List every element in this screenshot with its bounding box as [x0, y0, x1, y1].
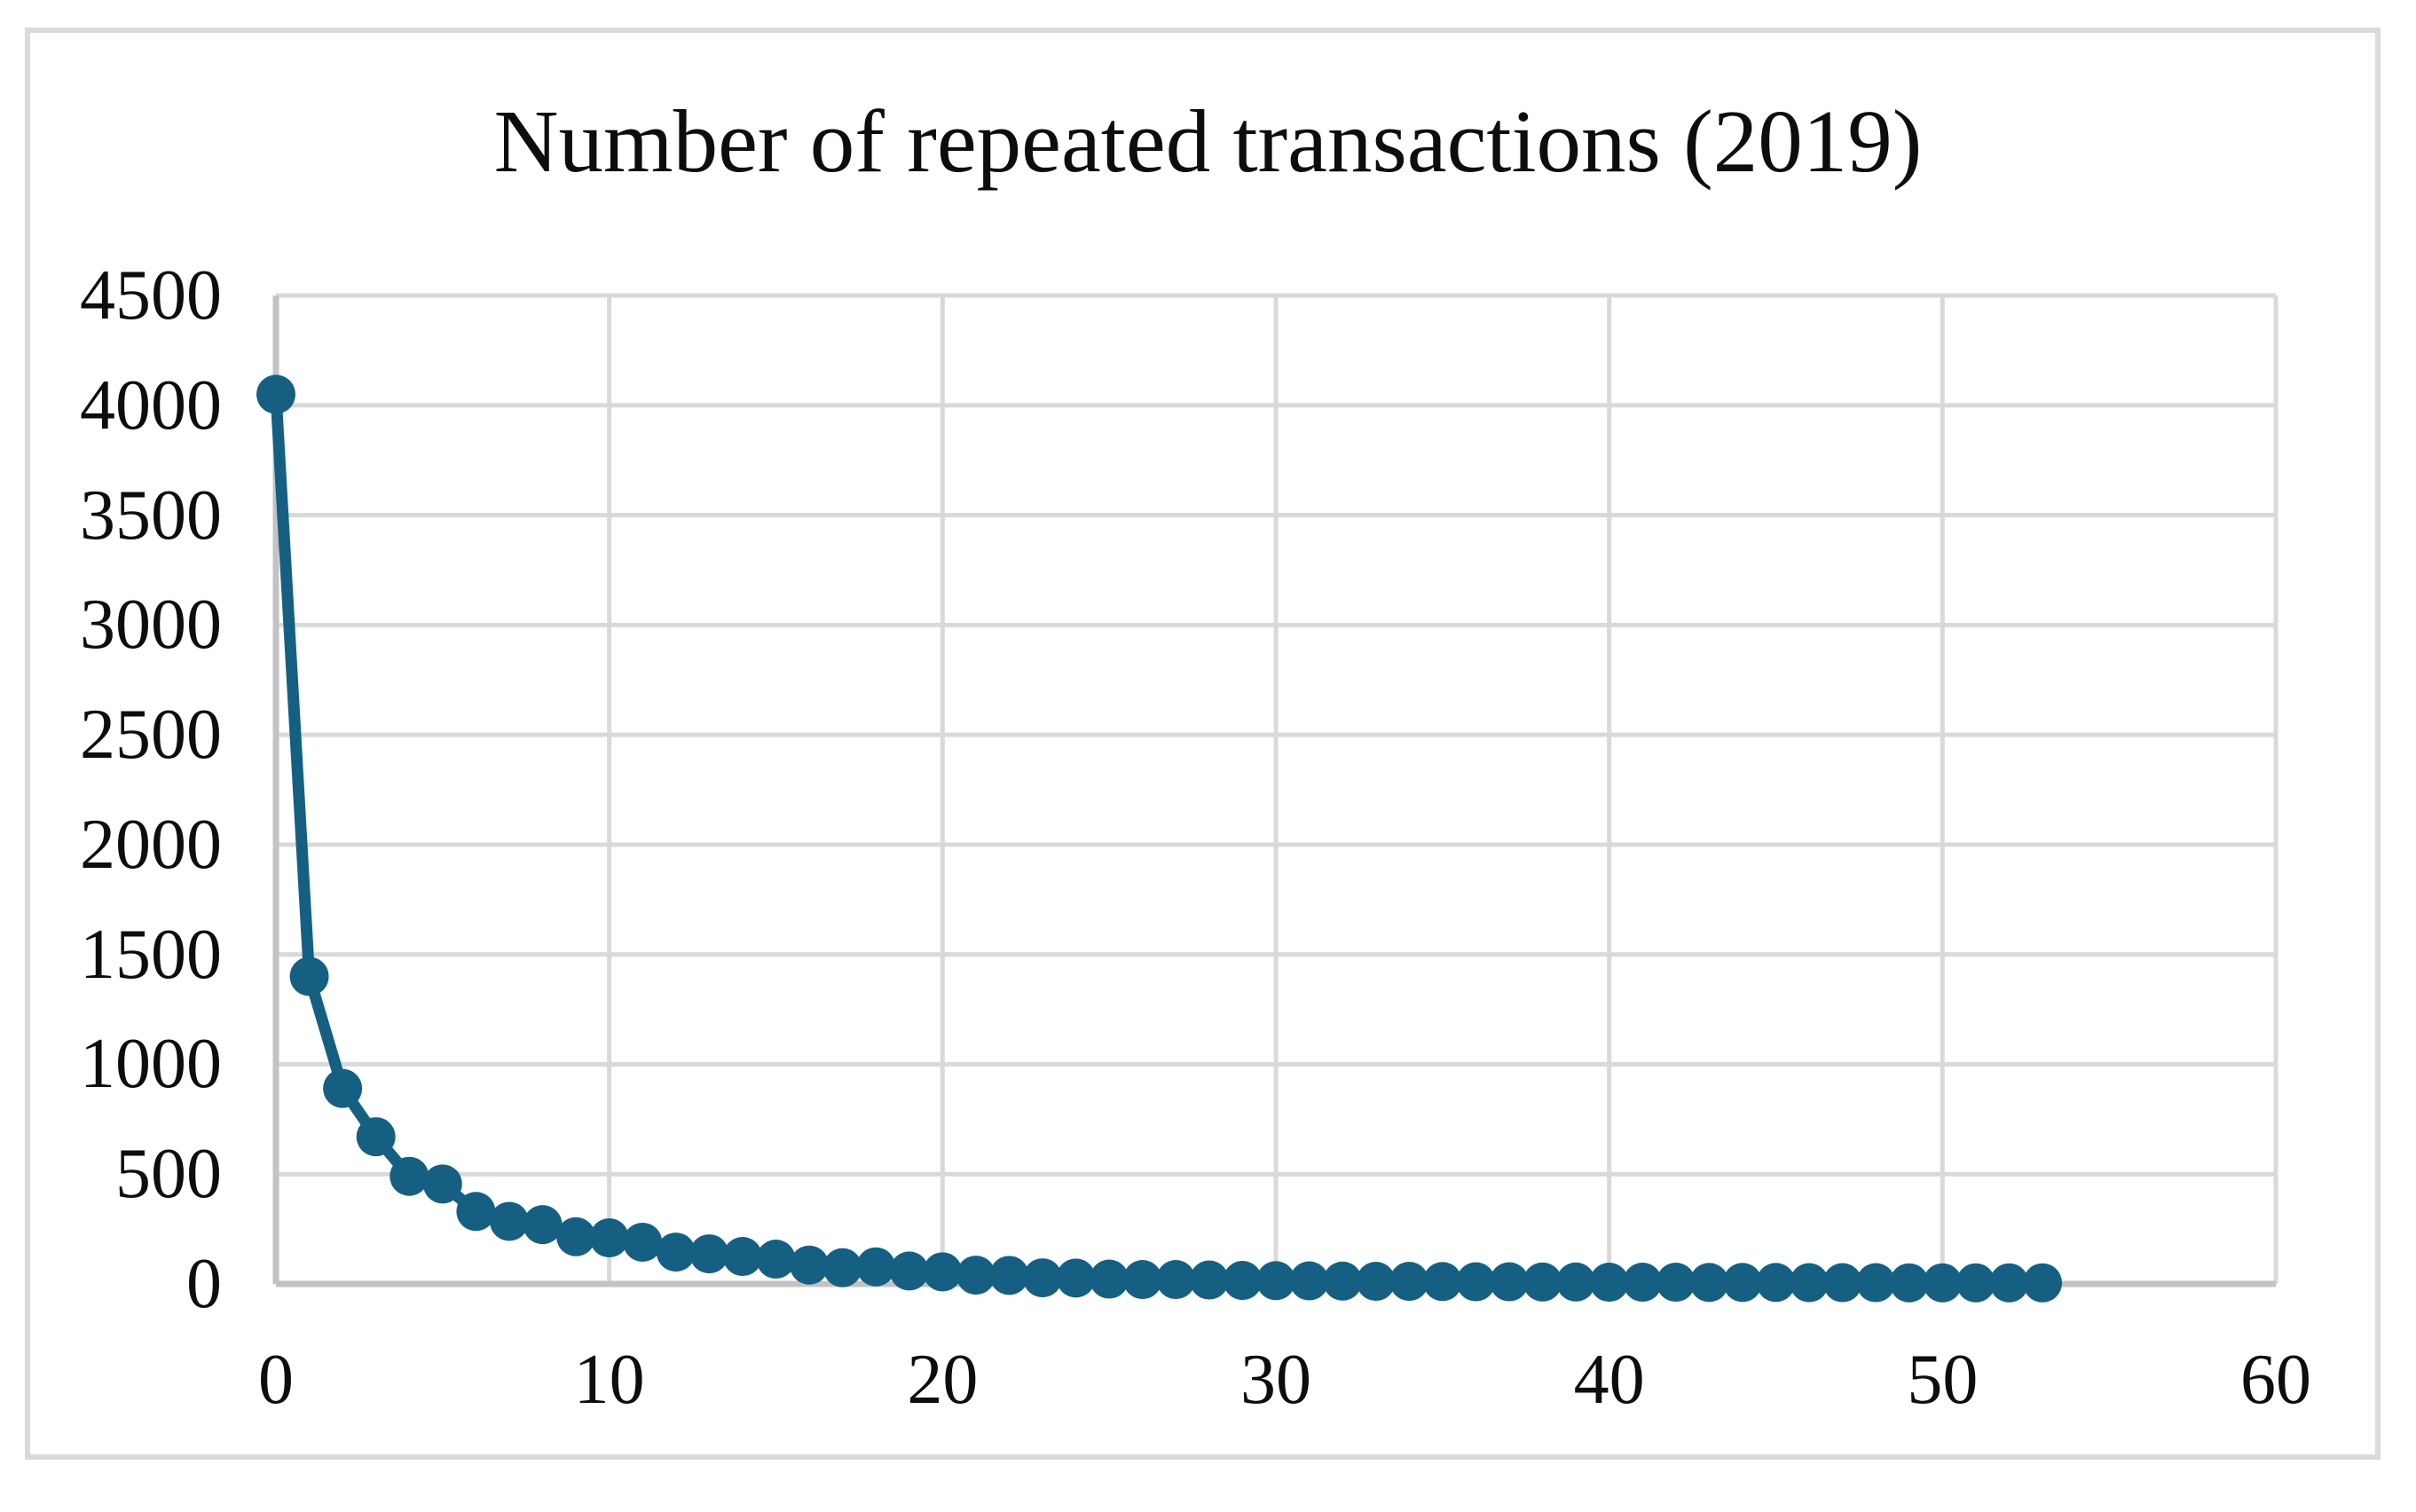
x-axis-tick-label: 0 [258, 1341, 294, 1419]
y-axis-tick-label: 3500 [80, 476, 222, 555]
data-point-marker [923, 1252, 963, 1292]
data-point-marker [989, 1256, 1029, 1295]
data-point-marker [1122, 1260, 1162, 1300]
data-point-marker [1456, 1262, 1496, 1302]
data-point-marker [356, 1117, 396, 1157]
data-point-marker [456, 1192, 496, 1232]
data-point-marker [1323, 1261, 1363, 1301]
data-point-marker [722, 1237, 762, 1277]
data-point-marker [589, 1218, 629, 1258]
data-series-line [270, 388, 2049, 1289]
data-point-marker [1056, 1258, 1096, 1298]
data-point-marker [1489, 1262, 1529, 1302]
data-point-marker [1856, 1263, 1896, 1303]
data-point-marker [1523, 1262, 1562, 1302]
x-axis-tick-label: 30 [1240, 1341, 1311, 1419]
data-point-marker [1090, 1259, 1129, 1299]
data-point-marker [1756, 1263, 1796, 1303]
data-point-marker [1623, 1263, 1663, 1303]
data-point-marker [1422, 1262, 1462, 1302]
data-point-marker [523, 1205, 563, 1245]
y-axis-tick-label: 500 [115, 1135, 222, 1214]
data-point-marker [1223, 1261, 1263, 1301]
data-point-marker [422, 1164, 462, 1204]
data-point-marker [756, 1240, 796, 1280]
y-axis-tick-label: 2000 [80, 805, 222, 884]
y-axis-tick-label: 3000 [80, 586, 222, 665]
data-point-marker [289, 957, 329, 996]
data-point-marker [1722, 1263, 1762, 1303]
data-point-marker [1956, 1263, 1995, 1303]
x-axis-tick-label: 40 [1573, 1341, 1645, 1419]
data-point-marker [689, 1234, 729, 1274]
x-axis-tick-label: 50 [1907, 1341, 1979, 1419]
data-point-marker [889, 1251, 929, 1291]
data-point-marker [323, 1068, 363, 1108]
chart-frame [25, 28, 2381, 1460]
data-point-marker [1389, 1262, 1429, 1302]
y-axis-tick-label: 4000 [80, 366, 222, 445]
data-point-marker [489, 1201, 529, 1241]
x-axis-tick-label: 10 [573, 1341, 645, 1419]
data-point-marker [1889, 1263, 1929, 1303]
data-point-marker [623, 1222, 663, 1262]
x-axis-tick-label: 20 [907, 1341, 979, 1419]
data-point-marker [1556, 1262, 1596, 1302]
data-point-marker [822, 1248, 862, 1288]
y-axis-tick-label: 1500 [80, 915, 222, 994]
data-point-marker [1023, 1258, 1063, 1298]
data-point-marker [1656, 1263, 1696, 1303]
data-point-marker [856, 1247, 896, 1287]
chart-title: Number of repeated transactions (2019) [493, 91, 1923, 191]
y-axis-tick-label: 2500 [80, 696, 222, 775]
data-point-marker [1189, 1260, 1229, 1300]
data-point-marker [1790, 1263, 1830, 1303]
plot-area [256, 293, 2278, 1303]
data-point-marker [790, 1245, 830, 1285]
data-point-marker [956, 1256, 996, 1295]
data-point-marker [556, 1217, 596, 1256]
x-axis-tick-label: 60 [2240, 1341, 2311, 1419]
data-point-marker [256, 374, 295, 414]
data-point-marker [656, 1232, 696, 1272]
data-point-marker [1356, 1262, 1396, 1302]
data-point-marker [1689, 1263, 1729, 1303]
y-axis-tick-label: 0 [186, 1245, 222, 1323]
data-point-marker [1822, 1263, 1862, 1303]
data-point-marker [1589, 1263, 1629, 1303]
y-axis-tick-label: 4500 [80, 256, 222, 335]
data-point-marker [1989, 1263, 2029, 1303]
y-axis-tick-label: 1000 [80, 1025, 222, 1104]
data-point-marker [2023, 1263, 2063, 1303]
data-point-marker [390, 1156, 429, 1196]
data-point-marker [1289, 1261, 1329, 1301]
data-point-marker [1156, 1260, 1196, 1300]
data-point-marker [1923, 1263, 1963, 1303]
data-point-marker [1256, 1261, 1295, 1301]
